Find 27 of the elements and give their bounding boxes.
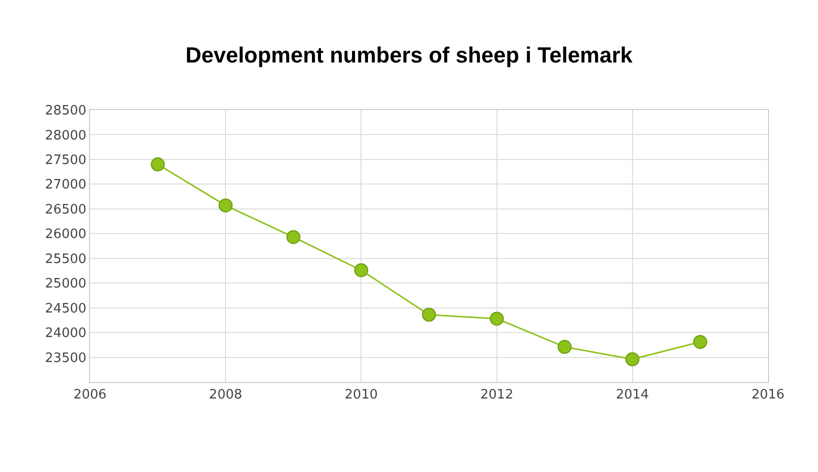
point [150, 157, 165, 172]
point [558, 340, 572, 354]
point [422, 308, 436, 322]
x-tick-label: 2016 [751, 388, 785, 403]
point [354, 263, 368, 278]
y-tick-label: 25000 [45, 276, 86, 292]
y-tick-label: 26500 [45, 202, 86, 218]
point [693, 334, 708, 349]
point [286, 230, 300, 244]
y-tick-label: 24500 [45, 301, 86, 316]
x-tick-label: 2008 [209, 388, 242, 403]
point [218, 198, 233, 212]
point [490, 312, 504, 326]
point [625, 352, 640, 366]
x-tick-label: 2006 [73, 388, 107, 403]
y-tick-label: 23500 [45, 350, 86, 366]
y-tick-label: 27500 [45, 153, 86, 168]
y-tick-label: 26000 [45, 227, 86, 242]
y-tick-label: 25500 [45, 252, 86, 267]
x-tick-label: 2014 [616, 388, 649, 403]
y-tick-label: 28500 [45, 104, 86, 119]
y-tick-label: 28000 [45, 128, 86, 144]
x-tick-label: 2010 [344, 388, 378, 403]
y-tick-label: 27000 [45, 178, 86, 193]
chart-title: Development numbers of sheep i Telemark [185, 42, 634, 68]
x-tick-label: 2012 [480, 388, 514, 403]
y-tick-label: 24000 [45, 326, 86, 342]
